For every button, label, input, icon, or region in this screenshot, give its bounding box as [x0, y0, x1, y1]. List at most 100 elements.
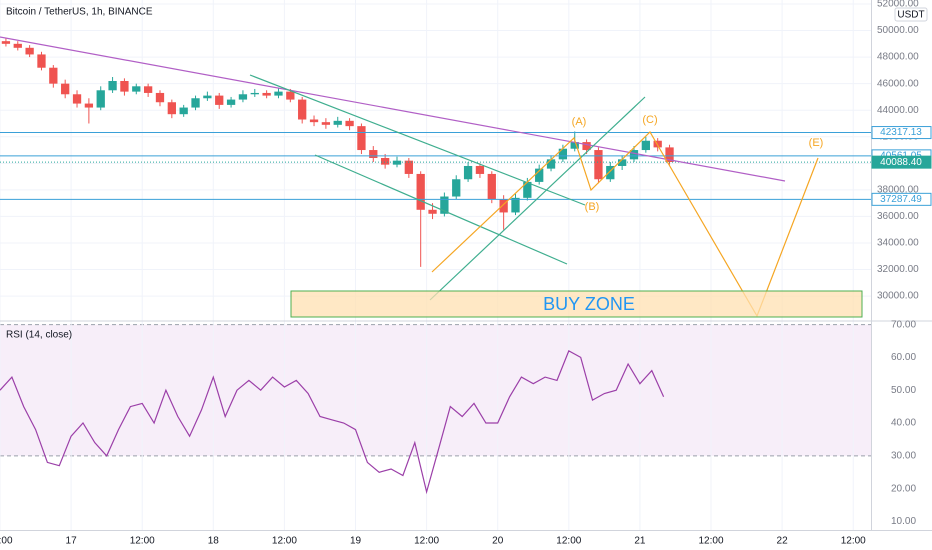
candle-body	[440, 196, 449, 214]
candle-body	[369, 150, 378, 159]
candle-body	[191, 98, 200, 108]
y-tick-label: 50000.00	[877, 25, 919, 36]
base-layer	[0, 0, 871, 530]
candle-body	[404, 160, 413, 174]
rsi-title: RSI (14, close)	[6, 330, 72, 341]
x-tick-label: 12:00	[0, 536, 13, 547]
candle-body	[286, 91, 295, 100]
x-tick-label: 12:00	[556, 536, 581, 547]
candle-body	[238, 94, 248, 100]
candle-body	[475, 165, 485, 174]
candle-body	[13, 43, 22, 48]
candle-body	[37, 54, 46, 68]
x-tick-label: 20	[492, 536, 504, 547]
rsi-tick-label: 10.00	[891, 516, 916, 527]
rsi-tick-label: 40.00	[891, 418, 916, 429]
y-tick-label: 30000.00	[877, 291, 919, 302]
candle-body	[357, 126, 366, 151]
x-tick-label: 19	[350, 536, 362, 547]
candle-body	[262, 92, 271, 96]
candle-body	[546, 159, 556, 169]
candle-body	[108, 80, 117, 91]
candle-body	[120, 80, 129, 92]
candle-body	[96, 90, 105, 108]
x-tick-label: 21	[634, 536, 646, 547]
candle-body	[428, 209, 437, 214]
price-line-label: 40088.40	[880, 157, 922, 168]
candle-body	[25, 47, 34, 55]
candle-body	[61, 83, 70, 95]
channel-line	[429, 96, 646, 301]
buy-zone	[290, 290, 863, 318]
candle-body	[309, 119, 319, 123]
candle-body	[641, 140, 650, 151]
drawings: BUY ZONE (A) (B) (C) (E)	[0, 36, 863, 318]
x-tick-label: 12:00	[699, 536, 724, 547]
candle-body	[143, 86, 153, 93]
y-tick-label: 48000.00	[877, 52, 919, 63]
x-tick-label: 12:00	[130, 536, 155, 547]
candle-body	[1, 41, 11, 44]
price-line-label: 42317.13	[880, 127, 922, 138]
y-tick-label: 36000.00	[877, 211, 919, 222]
wave-label: (E)	[809, 137, 824, 149]
candle-body	[155, 92, 165, 103]
rsi-tick-label: 70.00	[891, 319, 916, 330]
wave-label: (C)	[642, 114, 657, 126]
candle-body	[345, 120, 354, 127]
x-tick-label: 12:00	[272, 536, 297, 547]
candle-body	[72, 94, 82, 104]
candle-body	[250, 92, 259, 95]
currency-label: USDT	[897, 10, 924, 21]
x-tick-label: 22	[777, 536, 789, 547]
candle-body	[499, 199, 508, 213]
y-tick-label: 34000.00	[877, 238, 919, 249]
candle-body	[487, 173, 496, 200]
candle-body	[582, 142, 591, 151]
candle-body	[84, 103, 94, 108]
currency-box	[894, 7, 928, 22]
y-tick-label: 38000.00	[877, 185, 919, 196]
candle-body	[274, 91, 283, 96]
candle-body	[511, 197, 520, 213]
trend-line	[0, 36, 786, 182]
candle-body	[463, 165, 473, 180]
candle-body	[416, 173, 425, 210]
wave-label: (B)	[585, 201, 600, 213]
candle-body	[558, 148, 568, 160]
price-line-tag	[871, 192, 932, 206]
price-line-tag	[871, 126, 932, 140]
chart-title: Bitcoin / TetherUS, 1h, BINANCE	[6, 7, 153, 18]
candle-body	[49, 67, 58, 84]
candle-body	[215, 95, 224, 105]
x-tick-label: 18	[208, 536, 220, 547]
x-tick-label: 17	[66, 536, 78, 547]
candle-body	[665, 147, 674, 162]
candle-body	[535, 168, 544, 182]
candle-body	[392, 160, 402, 165]
candle-body	[132, 86, 141, 92]
candle-body	[298, 99, 307, 120]
candle-body	[570, 142, 579, 149]
rsi-tick-label: 60.00	[891, 352, 916, 363]
candle-body	[179, 107, 188, 115]
wave-label: (A)	[572, 116, 587, 128]
rsi-tick-label: 50.00	[891, 385, 916, 396]
candle-body	[321, 122, 331, 125]
channel-line	[249, 74, 586, 206]
candle-body	[523, 181, 532, 198]
candle-body	[629, 150, 639, 160]
y-tick-label: 52000.00	[877, 0, 919, 10]
candle-body	[333, 120, 342, 125]
candle-body	[380, 158, 390, 165]
candle-body	[606, 165, 615, 180]
candle-body	[226, 99, 236, 105]
channel-line	[314, 154, 568, 265]
rsi-tick-label: 30.00	[891, 450, 916, 461]
candle-body	[594, 150, 603, 180]
buy-zone-label: BUY ZONE	[543, 294, 635, 314]
x-tick-label: 12:00	[841, 536, 866, 547]
candle-body	[167, 102, 176, 115]
y-tick-label: 44000.00	[877, 105, 919, 116]
